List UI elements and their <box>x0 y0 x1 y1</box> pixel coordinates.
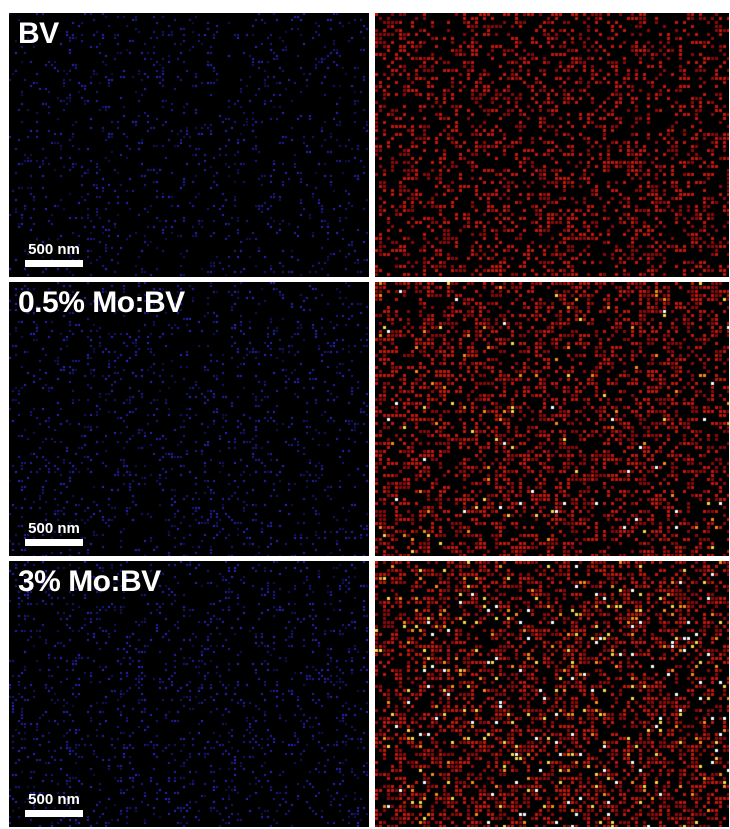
blue-map-panel-0-5-mo-bv: 0.5% Mo:BV 500 nm <box>9 282 369 556</box>
heat-element-map <box>375 13 729 277</box>
sample-label: 0.5% Mo:BV <box>18 286 185 319</box>
scale-bar-line <box>25 260 83 267</box>
blue-map-panel-3-mo-bv: 3% Mo:BV 500 nm <box>9 561 369 827</box>
heat-map-panel-0-5-mo-bv <box>375 282 729 556</box>
scale-bar-label: 500 nm <box>28 520 80 537</box>
scale-bar: 500 nm <box>24 241 84 267</box>
sample-label: 3% Mo:BV <box>18 565 161 598</box>
heat-map-panel-3-mo-bv <box>375 561 729 827</box>
heat-map-panel-bv <box>375 13 729 277</box>
scale-bar-label: 500 nm <box>28 791 80 808</box>
scale-bar-line <box>25 539 83 546</box>
blue-map-panel-bv: BV 500 nm <box>9 13 369 277</box>
blue-element-map <box>9 282 369 556</box>
heat-element-map <box>375 282 729 556</box>
blue-element-map <box>9 13 369 277</box>
scale-bar: 500 nm <box>24 520 84 546</box>
scale-bar-line <box>25 810 83 817</box>
blue-element-map <box>9 561 369 827</box>
scale-bar-label: 500 nm <box>28 241 80 258</box>
heat-element-map <box>375 561 729 827</box>
sample-label: BV <box>18 17 59 50</box>
scale-bar: 500 nm <box>24 791 84 817</box>
